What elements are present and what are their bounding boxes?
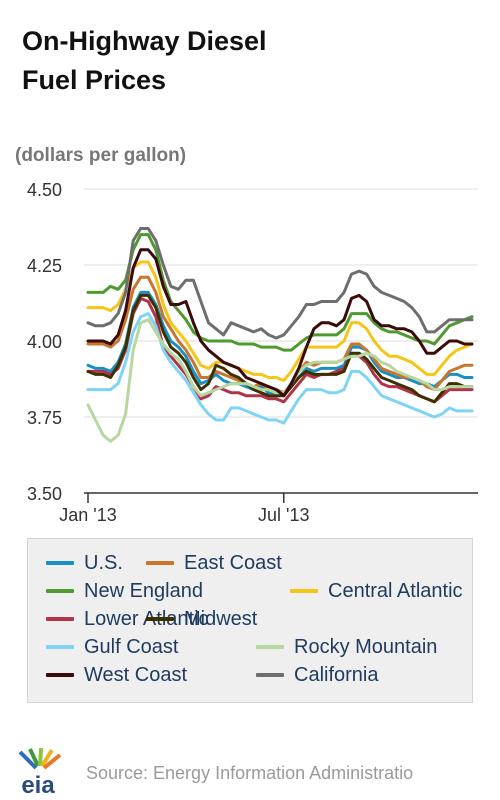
y-tick-label: 4.50: [27, 180, 62, 200]
legend-item-east-coast: East Coast: [146, 549, 282, 577]
legend-label: California: [294, 663, 379, 686]
legend: U.S. East Coast New England Central Atlanti…: [27, 538, 473, 703]
eia-logo: eia: [18, 748, 62, 798]
x-tick-label: Jul '13: [258, 505, 309, 525]
legend-item-west-coast: West Coast: [46, 661, 187, 689]
chart-title: On-Highway Diesel Fuel Prices: [22, 22, 267, 100]
legend-item-rocky-mountain: Rocky Mountain: [256, 633, 437, 661]
x-tick-label: Jan '13: [59, 505, 116, 525]
series-line-california: [86, 227, 474, 340]
legend-swatch: [46, 617, 74, 621]
legend-label: West Coast: [84, 663, 187, 686]
y-tick-label: 3.50: [27, 484, 62, 504]
legend-label: East Coast: [184, 551, 282, 574]
series-line-lower-atlantic: [86, 296, 474, 404]
series-line-midwest: [86, 293, 474, 404]
legend-item-central-atlantic: Central Atlantic: [290, 577, 463, 605]
legend-item-new-england: New England: [46, 577, 203, 605]
legend-swatch: [46, 561, 74, 565]
legend-swatch: [256, 645, 284, 649]
legend-item-midwest: Midwest: [146, 605, 257, 633]
legend-label: Midwest: [184, 607, 258, 630]
chart-title-line-1: On-Highway Diesel: [22, 26, 267, 56]
legend-swatch: [256, 673, 284, 677]
chart-title-line-2: Fuel Prices: [22, 65, 167, 95]
legend-swatch: [146, 617, 174, 621]
legend-swatch: [46, 673, 74, 677]
footer: eia Source: Energy Information Administr…: [0, 740, 500, 800]
legend-item-gulf-coast: Gulf Coast: [46, 633, 178, 661]
legend-swatch: [46, 645, 74, 649]
legend-label: U.S.: [84, 551, 123, 574]
legend-item-u-s: U.S.: [46, 549, 123, 577]
legend-label: New England: [84, 579, 203, 602]
y-tick-label: 4.00: [27, 332, 62, 352]
legend-label: Rocky Mountain: [294, 635, 438, 658]
legend-label: Gulf Coast: [84, 635, 179, 658]
eia-logo-text: eia: [21, 772, 55, 798]
y-tick-label: 4.25: [27, 256, 62, 276]
series-line-west-coast: [86, 248, 474, 398]
series-line-new-england: [86, 233, 474, 352]
series-line-gulf-coast: [86, 312, 474, 425]
eia-logo-rays: [18, 748, 62, 770]
source-note: Source: Energy Information Administratio: [86, 763, 414, 783]
series-line-central-atlantic: [86, 260, 474, 382]
legend-item-california: California: [256, 661, 378, 689]
legend-swatch: [290, 589, 318, 593]
legend-swatch: [46, 589, 74, 593]
y-tick-label: 3.75: [27, 408, 62, 428]
legend-swatch: [146, 561, 174, 565]
units-label: (dollars per gallon): [15, 145, 187, 166]
legend-label: Central Atlantic: [328, 579, 463, 602]
chart-plot: 3.50 3.75 4.00 4.25 4.50 Jan '13 Jul '13: [27, 180, 478, 525]
